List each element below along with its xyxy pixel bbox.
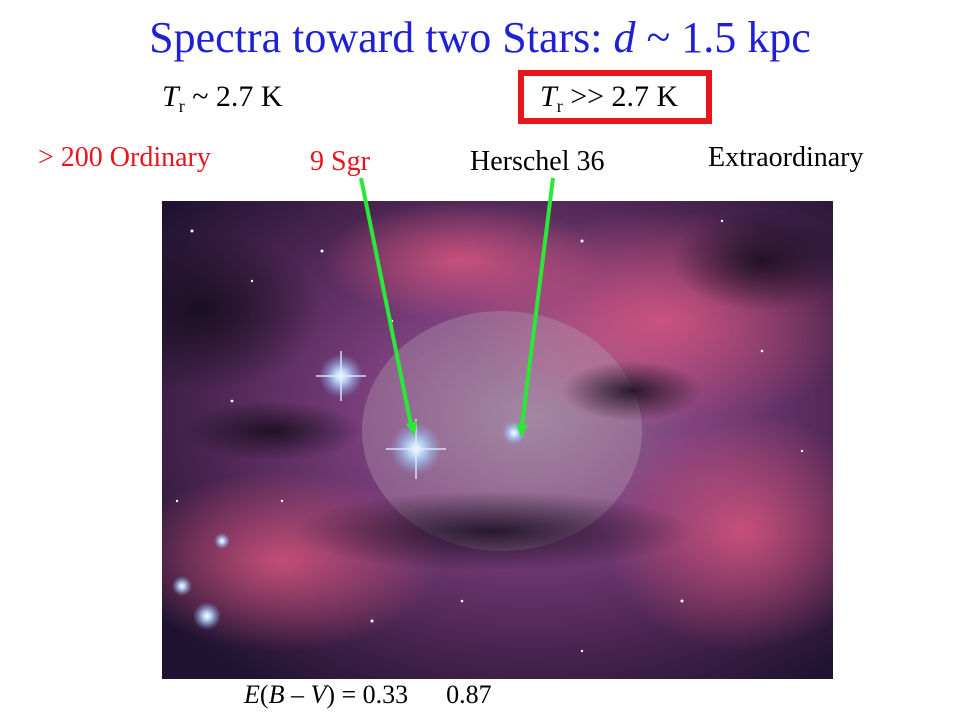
color-excess-label: E(B – V) = 0.33 0.87 (244, 680, 492, 709)
herschel-label: Herschel 36 (470, 146, 605, 177)
sgr-label: 9 Sgr (310, 146, 370, 177)
tr-right-label: Tr >> 2.7 K (540, 80, 679, 116)
highlight-box (518, 70, 712, 124)
tr-left-label: Tr ~ 2.7 K (162, 80, 283, 116)
nebula-image (162, 201, 833, 679)
extraordinary-label: Extraordinary (708, 142, 864, 173)
slide-title: Spectra toward two Stars: d ~ 1.5 kpc (149, 13, 811, 62)
ordinary-label: > 200 Ordinary (38, 142, 211, 173)
ebv-second-value: 0.87 (446, 680, 492, 709)
